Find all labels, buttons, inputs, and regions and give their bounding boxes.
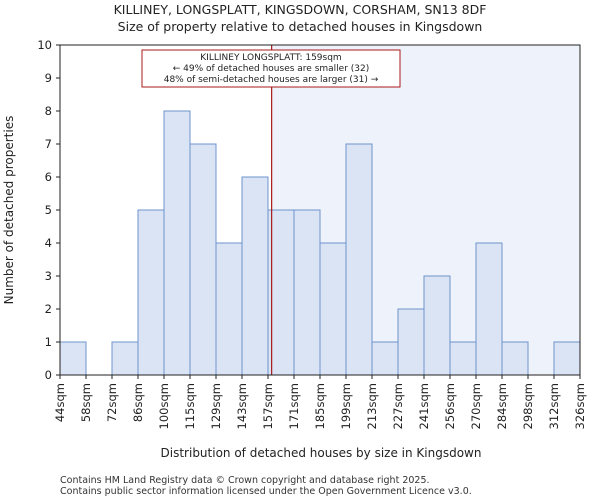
y-tick-label: 6	[45, 170, 52, 184]
x-tick-label: 157sqm	[261, 383, 275, 429]
bar-143sqm	[241, 176, 269, 376]
annotation-box: KILLINEY LONGSPLATT: 159sqm ← 49% of det…	[141, 49, 401, 88]
bar-157sqm	[267, 209, 295, 376]
x-tick-label: 284sqm	[495, 383, 509, 429]
bar-256sqm	[449, 341, 477, 376]
bar-241sqm	[423, 275, 451, 376]
y-tick-label: 1	[45, 335, 52, 349]
bar-100sqm	[163, 110, 191, 376]
y-tick-label: 0	[45, 368, 52, 382]
footer-line-1: Contains HM Land Registry data © Crown c…	[60, 475, 430, 486]
x-tick-label: 44sqm	[53, 383, 67, 422]
y-tick-label: 3	[45, 269, 52, 283]
x-tick-label: 100sqm	[157, 383, 171, 429]
bar-86sqm	[137, 209, 165, 376]
y-tick-label: 7	[45, 137, 52, 151]
annotation-line-3: 48% of semi-detached houses are larger (…	[164, 75, 379, 85]
x-tick-label: 185sqm	[313, 383, 327, 429]
x-tick-label: 270sqm	[469, 383, 483, 429]
x-tick-label: 72sqm	[105, 383, 119, 422]
chart-title: KILLINEY, LONGSPLATT, KINGSDOWN, CORSHAM…	[114, 2, 487, 17]
bar-199sqm	[345, 143, 373, 376]
x-tick-label: 213sqm	[365, 383, 379, 429]
x-tick-label: 58sqm	[79, 383, 93, 422]
bar-284sqm	[501, 341, 529, 376]
chart-subtitle: Size of property relative to detached ho…	[118, 19, 483, 34]
x-tick-label: 326sqm	[573, 383, 587, 429]
y-axis-label: Number of detached properties	[2, 116, 16, 305]
bar-72sqm	[111, 341, 139, 376]
x-tick-label: 115sqm	[183, 383, 197, 429]
y-tick-label: 4	[45, 236, 52, 250]
bar-171sqm	[293, 209, 321, 376]
y-tick-label: 2	[45, 302, 52, 316]
x-tick-label: 129sqm	[209, 383, 223, 429]
x-tick-label: 227sqm	[391, 383, 405, 429]
bar-185sqm	[319, 242, 347, 376]
x-tick-label: 143sqm	[235, 383, 249, 429]
x-axis-label: Distribution of detached houses by size …	[161, 446, 482, 460]
y-tick-label: 10	[37, 38, 52, 52]
bar-213sqm	[371, 341, 399, 376]
annotation-line-2: ← 49% of detached houses are smaller (32…	[173, 64, 370, 74]
annotation-line-1: KILLINEY LONGSPLATT: 159sqm	[200, 53, 341, 63]
x-tick-label: 86sqm	[131, 383, 145, 422]
bar-270sqm	[475, 242, 503, 376]
y-tick-label: 8	[45, 104, 52, 118]
footer-line-2: Contains public sector information licen…	[60, 486, 472, 497]
y-tick-label: 9	[45, 71, 52, 85]
y-tick-label: 5	[45, 203, 52, 217]
x-tick-label: 199sqm	[339, 383, 353, 429]
x-tick-label: 312sqm	[547, 383, 561, 429]
x-tick-label: 171sqm	[287, 383, 301, 429]
bar-227sqm	[397, 308, 425, 376]
x-tick-label: 241sqm	[417, 383, 431, 429]
x-tick-label: 256sqm	[443, 383, 457, 429]
bar-129sqm	[215, 242, 243, 376]
bar-312sqm	[553, 341, 581, 376]
x-tick-label: 298sqm	[521, 383, 535, 429]
bar-44sqm	[59, 341, 87, 376]
bar-115sqm	[189, 143, 217, 376]
